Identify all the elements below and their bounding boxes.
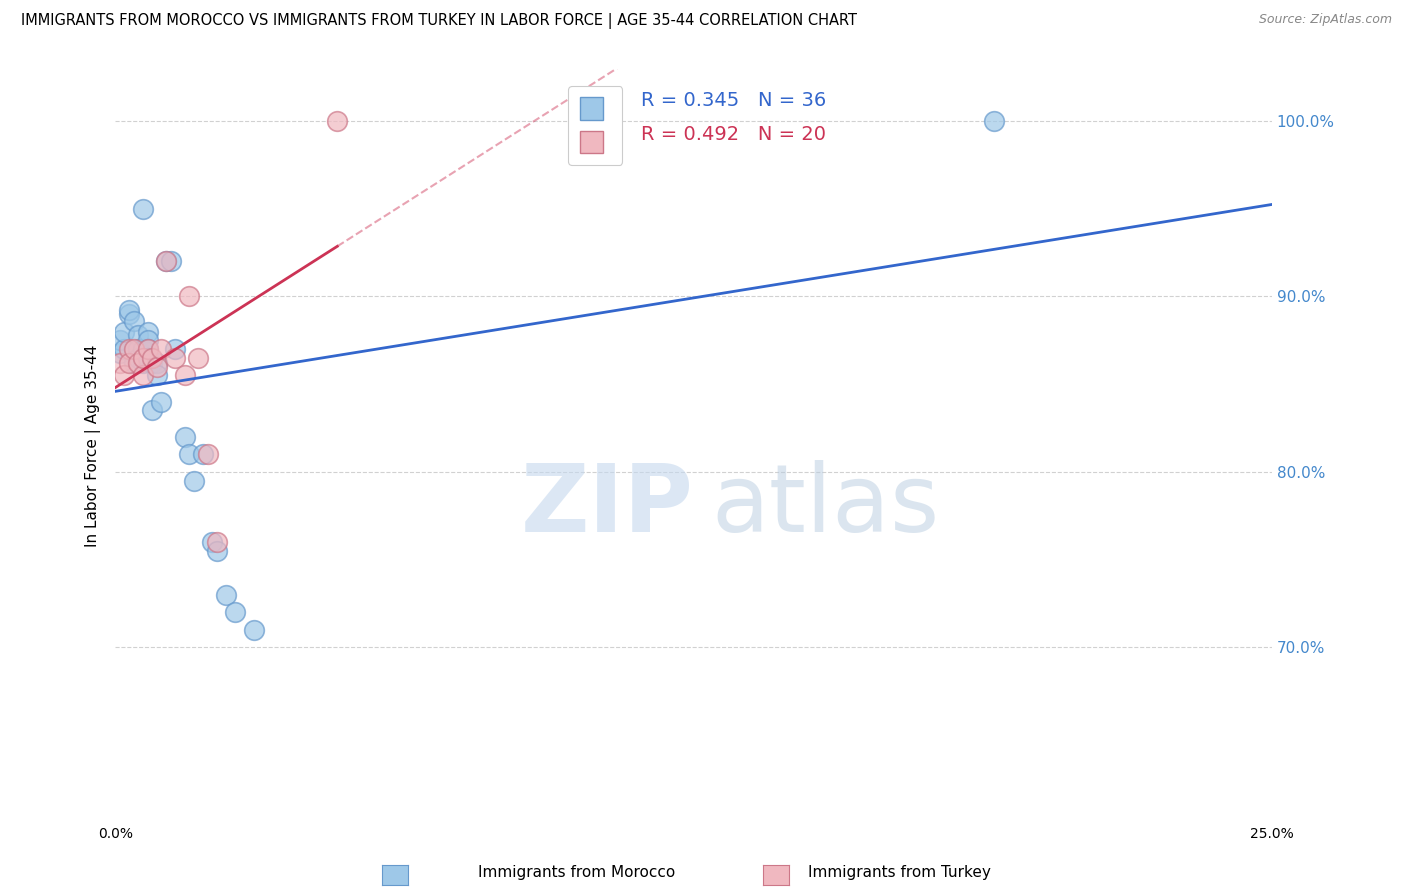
Point	[155, 254, 177, 268]
Point	[114, 342, 136, 356]
Point	[136, 333, 159, 347]
Point	[191, 447, 214, 461]
Point	[127, 342, 149, 356]
Point	[108, 333, 131, 347]
Y-axis label: In Labor Force | Age 35-44: In Labor Force | Age 35-44	[86, 344, 101, 547]
Point	[146, 359, 169, 374]
Point	[243, 623, 266, 637]
Point	[127, 328, 149, 343]
Point	[118, 303, 141, 318]
Point	[215, 588, 238, 602]
Point	[141, 356, 163, 370]
Text: R = 0.345   N = 36: R = 0.345 N = 36	[641, 91, 827, 110]
Point	[173, 430, 195, 444]
Point	[136, 342, 159, 356]
Point	[155, 254, 177, 268]
Point	[136, 351, 159, 365]
Point	[205, 535, 228, 549]
Point	[983, 114, 1005, 128]
Point	[146, 368, 169, 383]
Text: Immigrants from Turkey: Immigrants from Turkey	[808, 865, 991, 880]
Point	[141, 403, 163, 417]
Point	[187, 351, 209, 365]
Point	[159, 254, 181, 268]
Point	[118, 307, 141, 321]
Point	[122, 314, 145, 328]
Point	[132, 351, 155, 365]
Point	[132, 356, 155, 370]
Point	[197, 447, 219, 461]
Point	[108, 356, 131, 370]
Point	[114, 368, 136, 383]
Point	[205, 543, 228, 558]
Point	[132, 202, 155, 216]
Legend: , : ,	[568, 86, 623, 165]
Point	[179, 289, 201, 303]
Point	[165, 351, 187, 365]
Point	[118, 342, 141, 356]
Text: ZIP: ZIP	[520, 459, 693, 552]
Text: Source: ZipAtlas.com: Source: ZipAtlas.com	[1258, 13, 1392, 27]
Point	[108, 345, 131, 359]
Point	[150, 342, 173, 356]
Point	[179, 447, 201, 461]
Point	[122, 356, 145, 370]
Point	[127, 356, 149, 370]
Point	[118, 356, 141, 370]
Text: IMMIGRANTS FROM MOROCCO VS IMMIGRANTS FROM TURKEY IN LABOR FORCE | AGE 35-44 COR: IMMIGRANTS FROM MOROCCO VS IMMIGRANTS FR…	[21, 13, 858, 29]
Point	[136, 342, 159, 356]
Point	[165, 342, 187, 356]
Text: R = 0.492   N = 20: R = 0.492 N = 20	[641, 125, 827, 144]
Point	[201, 535, 224, 549]
Point	[173, 368, 195, 383]
Point	[326, 114, 349, 128]
Point	[141, 351, 163, 365]
Point	[122, 342, 145, 356]
Point	[127, 351, 149, 365]
Point	[136, 325, 159, 339]
Point	[132, 342, 155, 356]
Point	[132, 368, 155, 383]
Text: Immigrants from Morocco: Immigrants from Morocco	[478, 865, 675, 880]
Point	[224, 605, 246, 619]
Point	[183, 474, 205, 488]
Point	[114, 325, 136, 339]
Point	[150, 394, 173, 409]
Point	[146, 356, 169, 370]
Text: atlas: atlas	[711, 459, 939, 552]
